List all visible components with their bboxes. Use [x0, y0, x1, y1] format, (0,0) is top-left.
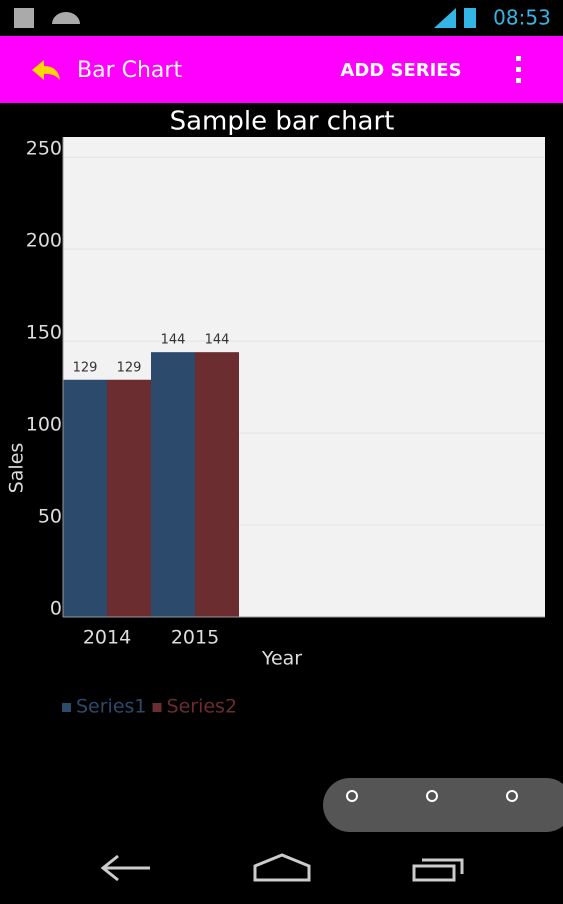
nav-recents[interactable] — [412, 858, 464, 882]
app-title: Bar Chart — [77, 58, 182, 83]
y-tick-label: 200 — [26, 230, 62, 252]
x-axis-title: Year — [261, 648, 302, 670]
legend-label: Series1 — [76, 696, 147, 718]
bar — [195, 352, 239, 617]
app-bar — [0, 36, 563, 103]
y-tick-label: 0 — [50, 598, 62, 620]
y-tick-label: 150 — [26, 322, 62, 344]
y-tick-label: 100 — [26, 414, 62, 436]
legend-label: Series2 — [167, 696, 238, 718]
overflow-menu[interactable] — [516, 56, 521, 83]
bar — [107, 379, 151, 617]
y-axis-title: Sales — [6, 443, 28, 494]
battery-icon — [464, 8, 476, 28]
x-tick-label: 2015 — [171, 627, 219, 649]
facebook-icon — [14, 8, 34, 28]
clock: 08:53 — [493, 6, 551, 30]
zoom-in[interactable] — [346, 790, 358, 802]
nav-home[interactable] — [253, 853, 311, 882]
zoom-out[interactable] — [426, 790, 438, 802]
y-tick-label: 50 — [38, 506, 62, 528]
legend-swatch — [62, 703, 71, 712]
zoom-reset[interactable] — [506, 790, 518, 802]
android-icon — [52, 12, 80, 24]
back-button[interactable] — [32, 60, 60, 80]
legend-swatch — [152, 703, 162, 712]
bar — [63, 379, 107, 617]
zoom-controls — [323, 778, 563, 832]
data-label: 129 — [73, 360, 98, 375]
y-tick-label: 250 — [26, 138, 62, 160]
data-label: 129 — [117, 360, 142, 375]
nav-back[interactable] — [100, 854, 150, 882]
chart-title: Sample bar chart — [170, 107, 395, 137]
data-label: 144 — [161, 333, 186, 348]
data-label: 144 — [205, 333, 230, 348]
add-series-button[interactable]: ADD SERIES — [340, 60, 461, 81]
status-bar — [0, 0, 563, 36]
signal-icon — [434, 8, 456, 28]
bar — [151, 352, 195, 617]
x-tick-label: 2014 — [83, 627, 131, 649]
